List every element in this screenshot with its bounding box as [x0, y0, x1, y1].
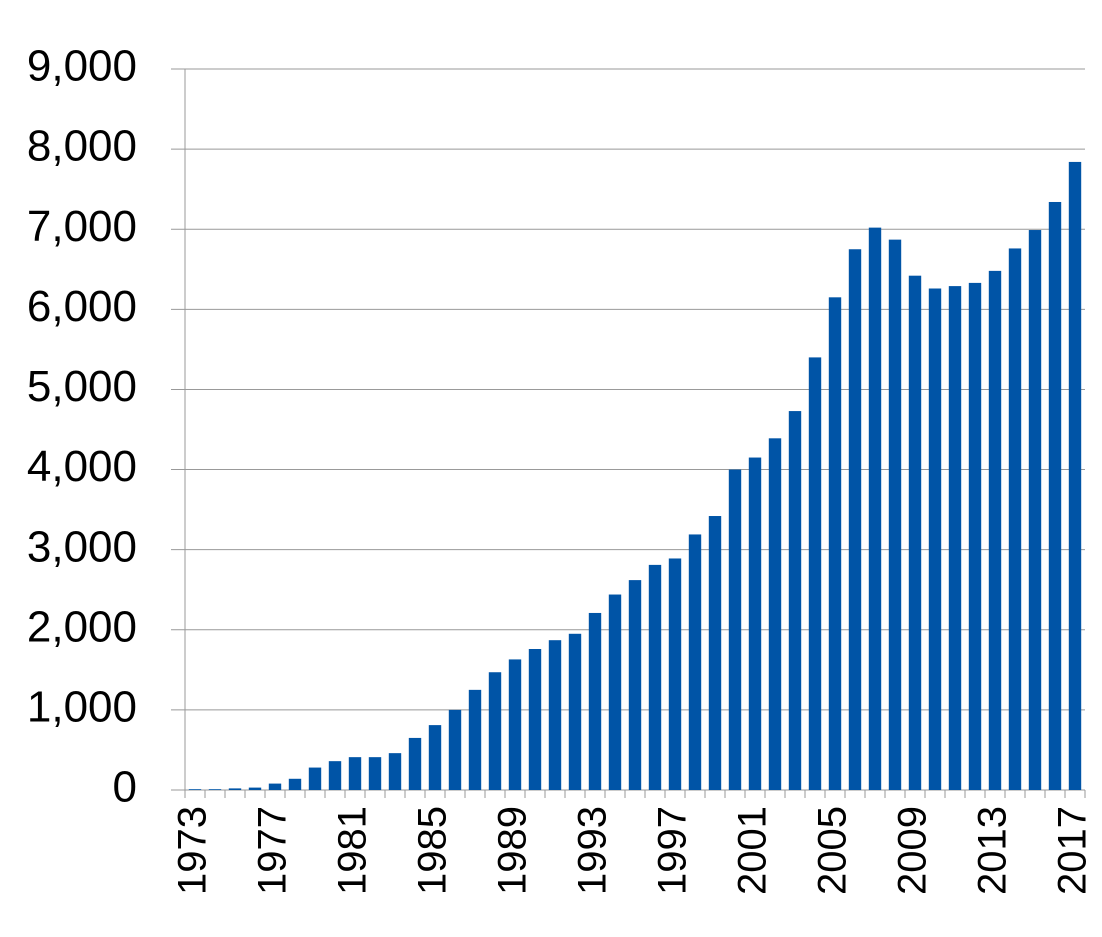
bar [808, 357, 822, 790]
bar [988, 270, 1002, 790]
bar [468, 689, 482, 790]
y-tick-label: 4,000 [27, 442, 137, 491]
y-tick-label: 8,000 [27, 122, 137, 171]
x-tick-label: 2001 [731, 806, 775, 895]
bar [828, 297, 842, 790]
x-tick-label: 1977 [251, 806, 295, 895]
x-tick-label: 2009 [891, 806, 935, 895]
bar [228, 788, 242, 790]
bar [288, 778, 302, 790]
bar [1008, 248, 1022, 791]
bar [268, 783, 282, 790]
bar [868, 227, 882, 790]
bar [968, 282, 982, 790]
y-tick-label: 1,000 [27, 683, 137, 732]
bar [428, 725, 442, 790]
bar [488, 672, 502, 790]
bar [248, 787, 262, 790]
bar [568, 633, 582, 790]
bar [908, 275, 922, 791]
x-tick-label: 2005 [811, 806, 855, 895]
bar [388, 753, 402, 790]
bar [188, 789, 202, 790]
bar [348, 757, 362, 790]
bar [648, 564, 662, 790]
bar [1028, 230, 1042, 791]
x-tick-label: 1985 [411, 806, 455, 895]
bar [768, 438, 782, 790]
x-tick-label: 1997 [651, 806, 695, 895]
x-tick-label: 1973 [171, 806, 215, 895]
bar [628, 580, 642, 790]
x-tick-label: 2013 [971, 806, 1015, 895]
bar [948, 286, 962, 790]
bar [308, 767, 322, 790]
bar [508, 659, 522, 790]
bar [588, 612, 602, 790]
bar [708, 516, 722, 790]
y-tick-label: 7,000 [27, 202, 137, 251]
x-tick-label: 1981 [331, 806, 375, 895]
bar [668, 558, 682, 790]
bar [408, 737, 422, 790]
bar [448, 709, 462, 790]
x-tick-label: 2017 [1051, 806, 1095, 895]
bar [928, 288, 942, 790]
bar [608, 594, 622, 790]
bar [728, 469, 742, 790]
x-tick-label: 1993 [571, 806, 615, 895]
bar [1048, 201, 1062, 791]
bar [888, 239, 902, 791]
bar [548, 640, 562, 790]
y-tick-label: 5,000 [27, 362, 137, 411]
bar [848, 249, 862, 790]
bar [328, 761, 342, 790]
bar [1068, 161, 1082, 790]
bar [788, 411, 802, 790]
bar [688, 534, 702, 790]
y-tick-label: 9,000 [27, 42, 137, 91]
y-tick-label: 2,000 [27, 602, 137, 651]
bar [748, 457, 762, 790]
y-tick-label: 3,000 [27, 522, 137, 571]
bar [528, 649, 542, 790]
bar [368, 757, 382, 790]
y-tick-label: 0 [113, 763, 137, 812]
bar [208, 789, 222, 790]
x-tick-label: 1989 [491, 806, 535, 895]
y-tick-label: 6,000 [27, 282, 137, 331]
